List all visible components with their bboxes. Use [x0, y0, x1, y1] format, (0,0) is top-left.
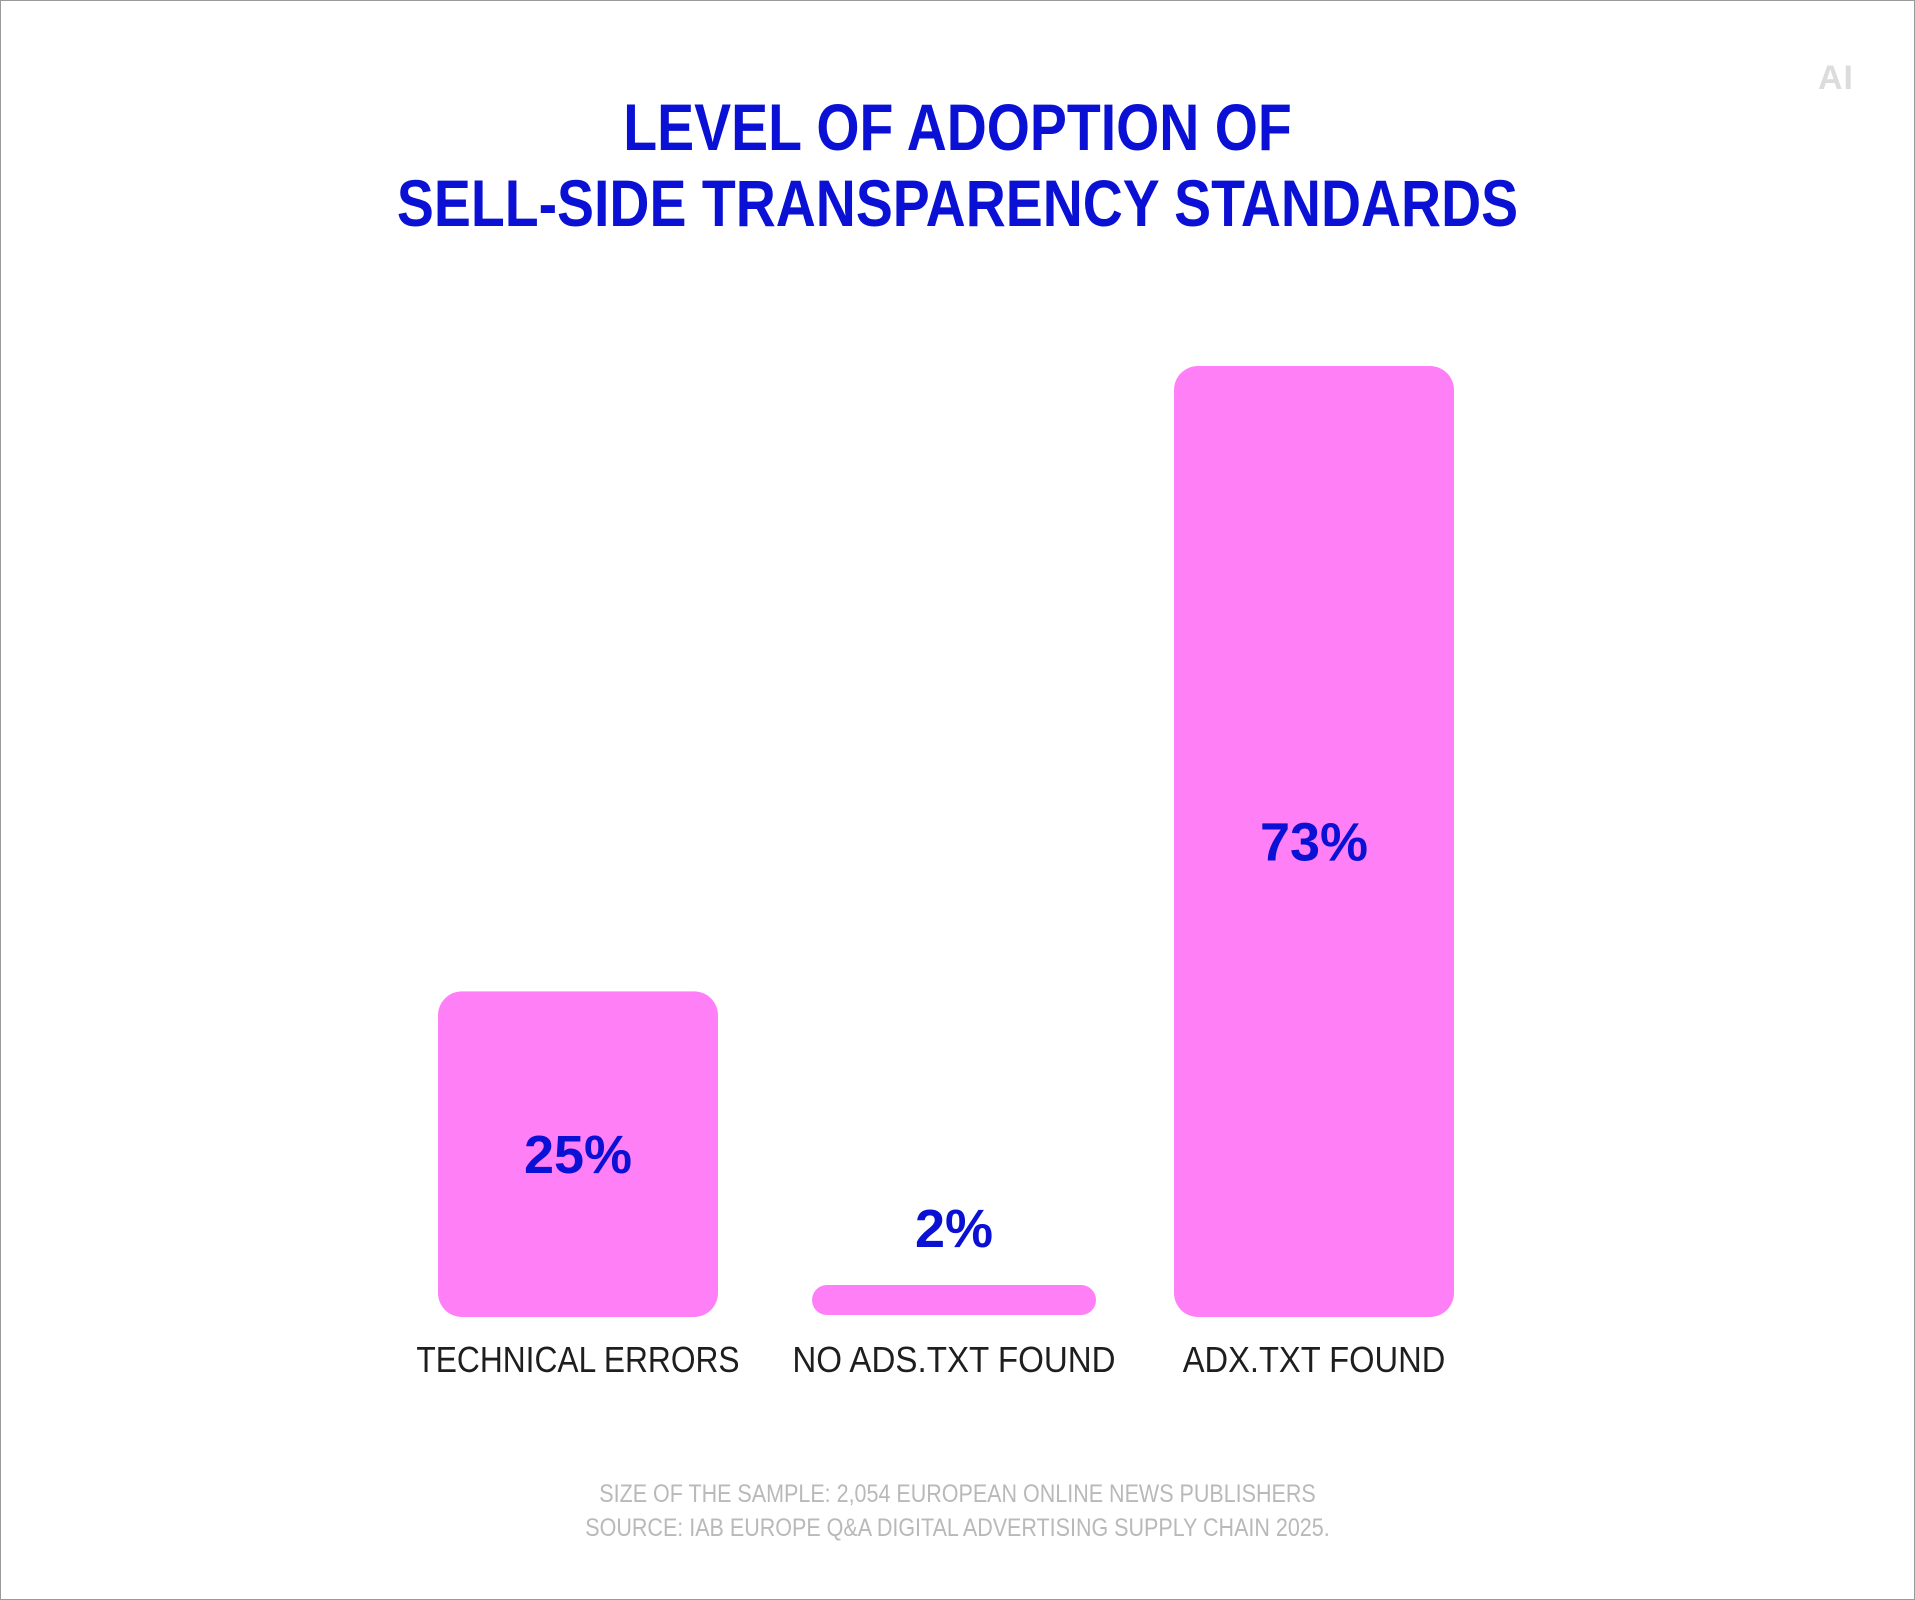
value-label: 73% [1260, 813, 1368, 873]
category-label: ADX.TXT FOUND [1183, 1339, 1446, 1380]
value-label: 25% [524, 1125, 632, 1185]
brand-logo: AI [1818, 59, 1854, 97]
chart-title-line-2: SELL-SIDE TRANSPARENCY STANDARDS [396, 166, 1519, 240]
chart-title-line-1: LEVEL OF ADOPTION OF [623, 90, 1292, 164]
bar-technical-errors [438, 991, 718, 1317]
category-label: NO ADS.TXT FOUND [792, 1339, 1115, 1380]
bar-no-ads-txt-found [812, 1285, 1096, 1315]
chart-title: LEVEL OF ADOPTION OF SELL-SIDE TRANSPARE… [154, 89, 1761, 241]
category-label: TECHNICAL ERRORS [416, 1339, 739, 1380]
footnote-source: SOURCE: IAB EUROPE Q&A DIGITAL ADVERTISI… [585, 1514, 1330, 1542]
value-label: 2% [915, 1199, 993, 1259]
footnote: SIZE OF THE SAMPLE: 2,054 EUROPEAN ONLIN… [135, 1477, 1780, 1545]
footnote-sample-size: SIZE OF THE SAMPLE: 2,054 EUROPEAN ONLIN… [599, 1480, 1316, 1508]
bar-adx-txt-found [1174, 366, 1454, 1317]
